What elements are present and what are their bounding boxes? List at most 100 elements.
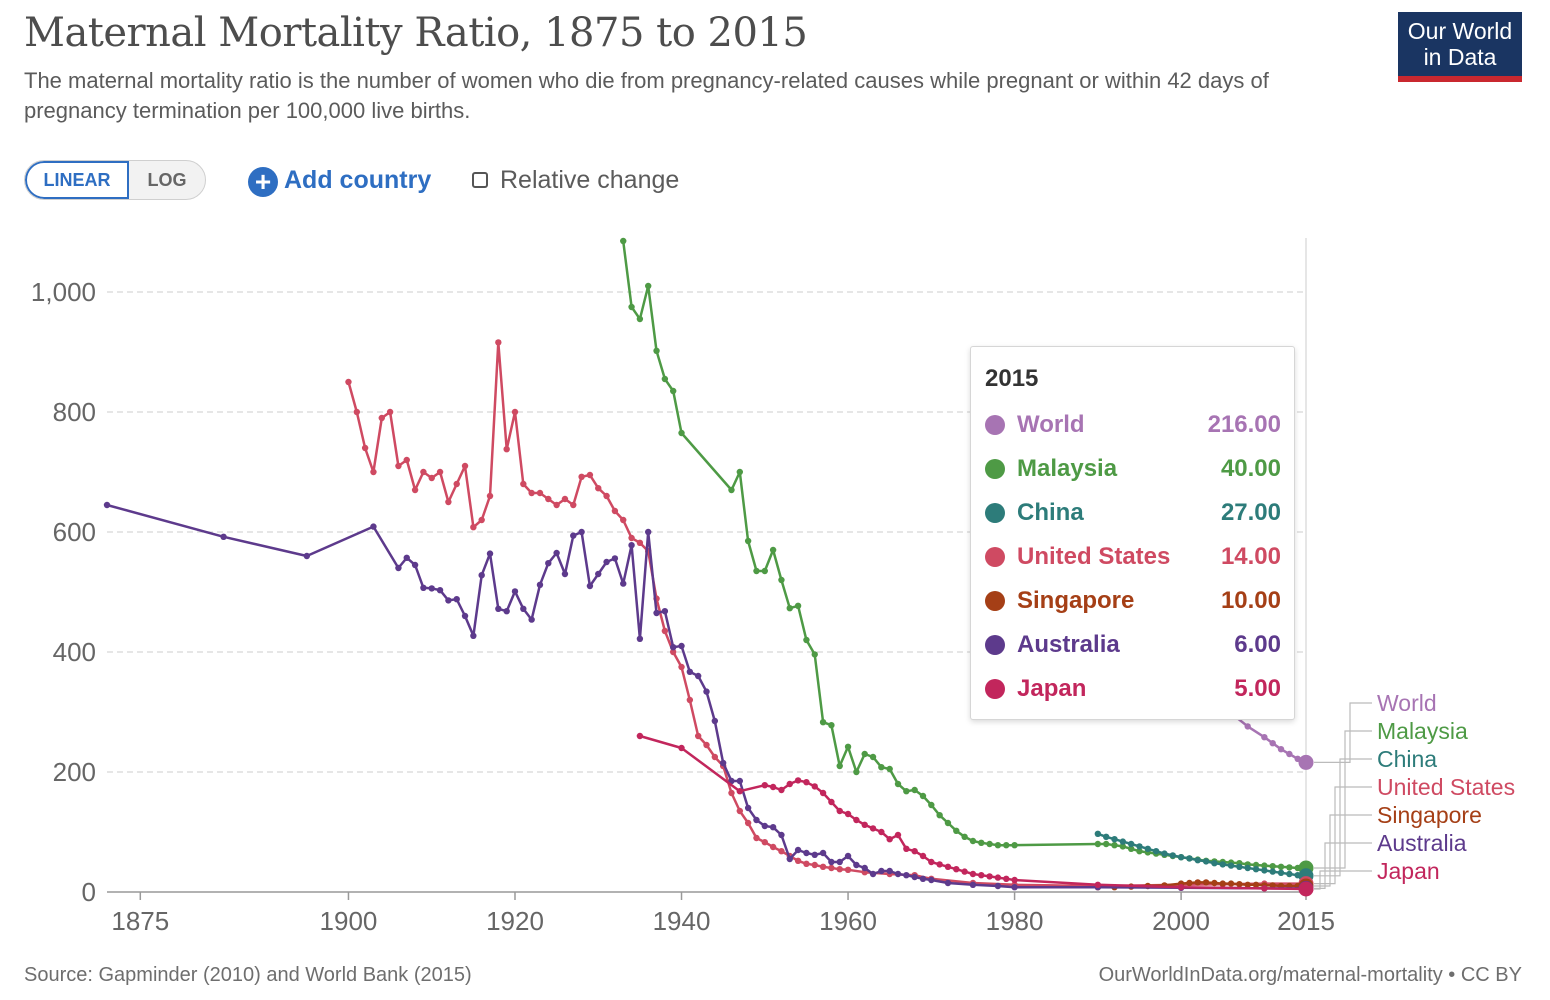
australia-point[interactable] <box>528 616 535 623</box>
australia-point[interactable] <box>578 528 585 536</box>
malaysia-point[interactable] <box>1102 840 1110 848</box>
japan-point[interactable] <box>1261 885 1268 892</box>
australia-point[interactable] <box>303 552 311 560</box>
malaysia-point[interactable] <box>786 605 793 612</box>
singapore-point[interactable] <box>1244 881 1251 888</box>
world-point[interactable] <box>1269 740 1276 747</box>
united-states-point[interactable] <box>728 789 735 797</box>
australia-point[interactable] <box>536 581 544 588</box>
japan-point[interactable] <box>811 783 818 790</box>
japan-point[interactable] <box>786 780 793 788</box>
japan-end-label[interactable]: Japan <box>1377 858 1440 884</box>
japan-point[interactable] <box>736 788 744 795</box>
australia-point[interactable] <box>428 585 435 592</box>
singapore-point[interactable] <box>1269 882 1276 889</box>
malaysia-point[interactable] <box>736 468 744 476</box>
united-states-point[interactable] <box>536 489 544 497</box>
malaysia-point[interactable] <box>894 780 902 788</box>
japan-point[interactable] <box>936 861 943 868</box>
japan-point[interactable] <box>853 816 860 824</box>
united-states-point[interactable] <box>669 648 677 656</box>
malaysia-point[interactable] <box>1011 842 1018 849</box>
australia-point[interactable] <box>461 612 469 620</box>
australia-point[interactable] <box>819 849 827 857</box>
united-states-point[interactable] <box>661 627 669 635</box>
relative-change-checkbox[interactable] <box>472 172 488 188</box>
japan-point[interactable] <box>894 831 902 839</box>
united-states-end-label[interactable]: United States <box>1377 774 1515 800</box>
australia-point[interactable] <box>761 822 768 830</box>
australia-point[interactable] <box>719 759 727 767</box>
world-point[interactable] <box>1244 723 1251 730</box>
singapore-point[interactable] <box>1227 880 1235 887</box>
malaysia-point[interactable] <box>778 576 785 584</box>
australia-point[interactable] <box>736 777 744 785</box>
australia-point[interactable] <box>869 870 877 878</box>
malaysia-end-label[interactable]: Malaysia <box>1377 718 1468 744</box>
malaysia-point[interactable] <box>744 537 752 545</box>
japan-point[interactable] <box>1094 881 1102 888</box>
united-states-point[interactable] <box>420 468 427 476</box>
source-note[interactable]: Source: Gapminder (2010) and World Bank … <box>24 964 472 986</box>
australia-point[interactable] <box>520 605 527 612</box>
malaysia-point[interactable] <box>869 753 877 761</box>
malaysia-point[interactable] <box>911 786 918 794</box>
china-point[interactable] <box>1194 857 1201 864</box>
china-point[interactable] <box>1244 864 1251 872</box>
china-point[interactable] <box>1161 850 1168 857</box>
japan-point[interactable] <box>828 798 835 806</box>
japan-point[interactable] <box>794 777 802 784</box>
australia-point[interactable] <box>445 597 452 604</box>
malaysia-point[interactable] <box>978 839 985 846</box>
malaysia-point[interactable] <box>753 567 760 575</box>
japan-point[interactable] <box>994 874 1002 881</box>
united-states-point[interactable] <box>761 839 768 846</box>
japan-point[interactable] <box>1003 875 1010 882</box>
malaysia-point[interactable] <box>853 768 860 776</box>
china-point[interactable] <box>1227 862 1235 869</box>
japan-point[interactable] <box>928 858 935 866</box>
malaysia-point[interactable] <box>636 315 644 323</box>
australia-point[interactable] <box>395 564 402 572</box>
united-states-point[interactable] <box>436 468 444 476</box>
singapore-point[interactable] <box>1252 881 1260 888</box>
australia-point[interactable] <box>836 858 843 866</box>
united-states-point[interactable] <box>753 834 760 842</box>
malaysia-point[interactable] <box>1119 843 1127 850</box>
australia-point[interactable] <box>803 849 810 857</box>
australia-point[interactable] <box>811 851 818 858</box>
australia-point[interactable] <box>561 570 569 578</box>
japan-end-marker[interactable] <box>1298 881 1314 897</box>
malaysia-point[interactable] <box>794 602 802 609</box>
australia-point[interactable] <box>403 554 410 561</box>
united-states-point[interactable] <box>561 495 569 503</box>
japan-point[interactable] <box>1177 884 1185 891</box>
australia-point[interactable] <box>703 688 710 695</box>
linear-scale-button[interactable]: LINEAR <box>25 161 129 199</box>
australia-point[interactable] <box>103 501 111 509</box>
japan-point[interactable] <box>903 845 910 852</box>
singapore-point[interactable] <box>1219 880 1226 887</box>
malaysia-point[interactable] <box>769 546 777 554</box>
australia-end-label[interactable]: Australia <box>1377 830 1467 856</box>
united-states-point[interactable] <box>528 489 535 497</box>
australia-point[interactable] <box>844 852 852 860</box>
singapore-point[interactable] <box>1194 879 1201 886</box>
australia-point[interactable] <box>769 824 777 831</box>
world-end-marker[interactable] <box>1298 754 1314 770</box>
add-country-button[interactable]: + Add country <box>248 162 431 198</box>
malaysia-point[interactable] <box>803 636 810 644</box>
australia-point[interactable] <box>511 588 519 595</box>
malaysia-point[interactable] <box>669 387 677 395</box>
united-states-point[interactable] <box>386 408 394 416</box>
united-states-point[interactable] <box>794 857 802 864</box>
malaysia-point[interactable] <box>1127 845 1135 852</box>
malaysia-point[interactable] <box>844 743 852 750</box>
world-point[interactable] <box>1286 750 1293 758</box>
united-states-point[interactable] <box>769 843 777 851</box>
malaysia-point[interactable] <box>994 842 1002 849</box>
malaysia-point[interactable] <box>936 812 943 819</box>
malaysia-point[interactable] <box>819 719 827 726</box>
united-states-point[interactable] <box>836 866 843 873</box>
malaysia-point[interactable] <box>961 833 968 840</box>
